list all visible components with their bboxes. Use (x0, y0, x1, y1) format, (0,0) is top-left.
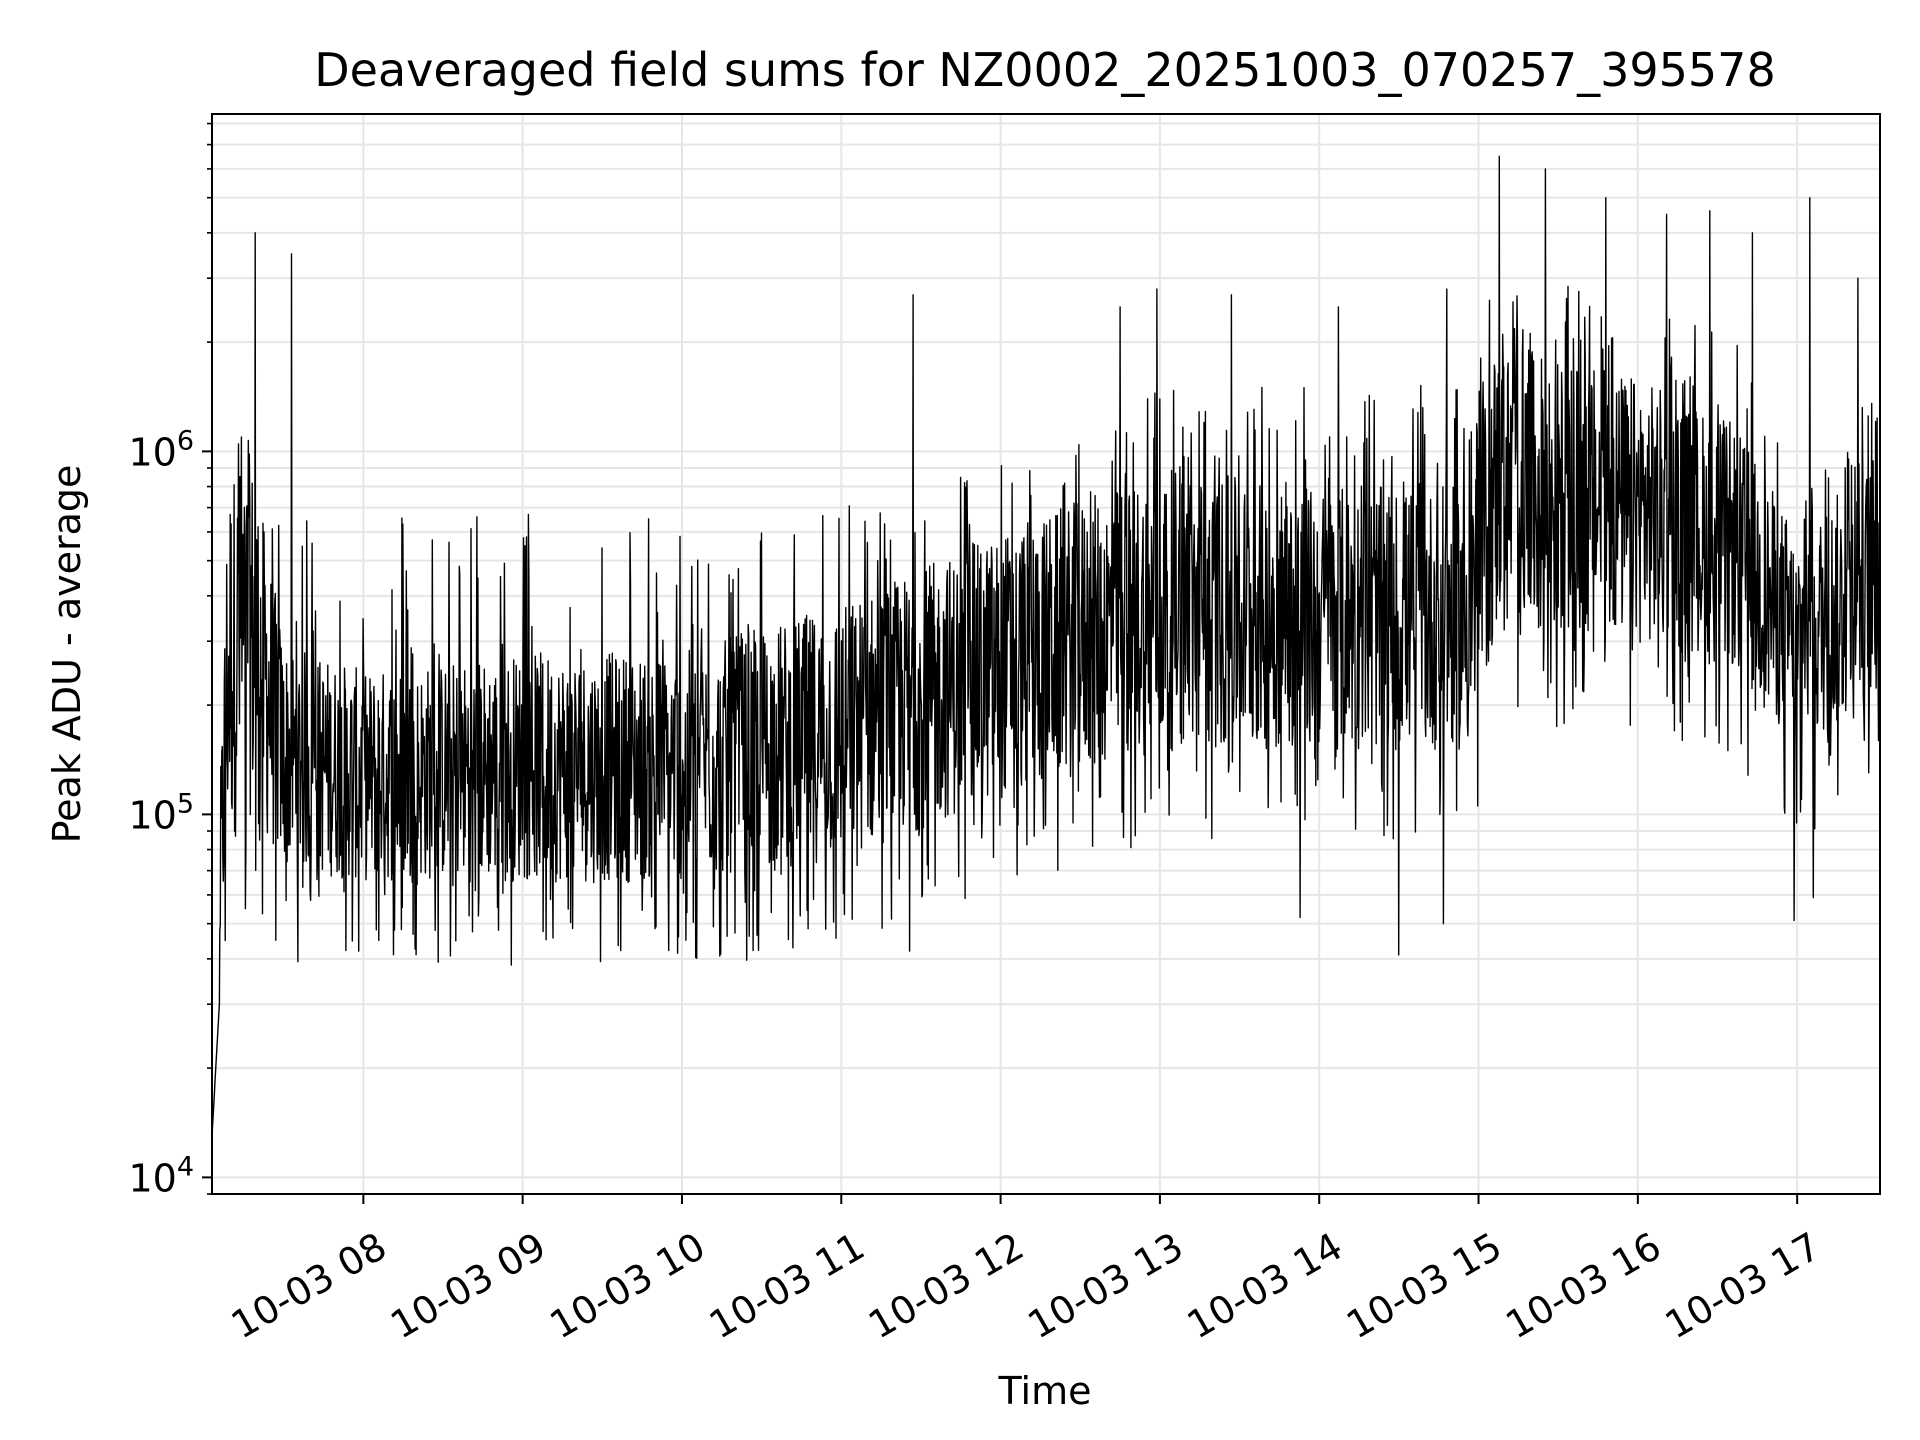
series-line (211, 155, 1881, 1137)
plot-frame (211, 113, 1881, 1195)
y-tick-label: 106 (128, 425, 194, 474)
y-tick-label: 104 (128, 1151, 194, 1200)
chart-title: Deaveraged field sums for NZ0002_2025100… (314, 43, 1775, 97)
y-axis: 104 105 106 (128, 122, 212, 1200)
x-axis-label: Time (998, 1369, 1092, 1413)
y-axis-label: Peak ADU - average (45, 465, 89, 844)
series-layer (211, 155, 1881, 1137)
y-tick-label: 105 (128, 788, 194, 837)
